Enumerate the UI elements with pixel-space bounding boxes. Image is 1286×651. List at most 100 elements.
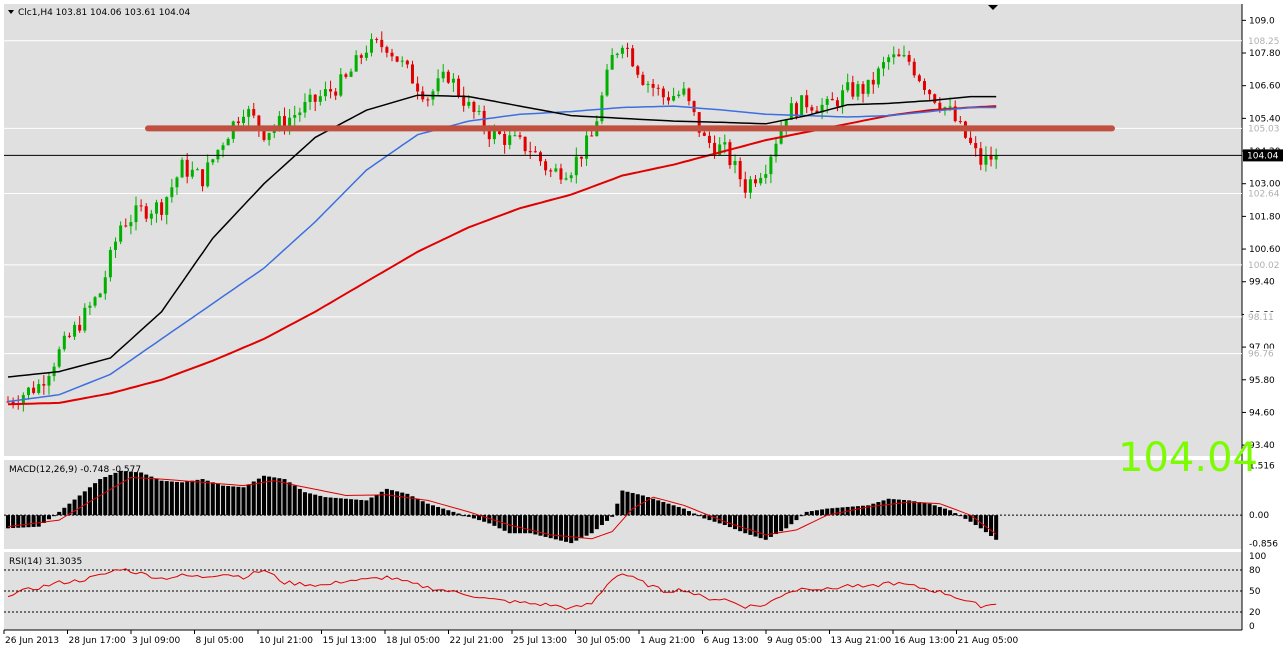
time-axis-label: 18 Jul 05:00 [386,636,440,646]
macd-bar [620,490,625,516]
macd-bar [768,515,773,537]
macd-bar [410,496,415,516]
ma-black-line [7,94,997,378]
macd-bar [395,491,400,516]
macd-bar [820,509,825,516]
candle-body [656,87,660,89]
macd-bar [461,515,466,517]
macd-bar [11,515,16,529]
macd-bar [195,479,200,516]
time-axis-label: 15 Jul 13:00 [323,636,377,646]
chart-shift-marker-icon [988,5,998,10]
candle-body [677,94,681,96]
candle-body [175,177,179,188]
macd-bar [758,515,763,539]
macd-bar [989,515,994,536]
macd-bar [840,507,845,516]
time-axis-label: 6 Aug 13:00 [704,636,759,646]
big-price-label: 104.04 [1118,435,1258,481]
candle-body [211,159,215,163]
price-tick-label: 106.60 [1249,82,1281,92]
menu-arrow-icon[interactable] [8,10,14,14]
macd-bar [584,515,589,536]
time-axis-label: 10 Jul 21:00 [259,636,313,646]
candle-body [47,376,51,386]
macd-bar [6,515,10,529]
macd-bar [400,492,405,516]
candle-body [185,159,189,177]
candle-body [114,241,118,250]
macd-bar [190,480,195,516]
candle-body [139,205,143,207]
candle-body [590,135,594,137]
time-axis-label: 26 Jun 2013 [5,636,59,646]
candle-body [912,61,916,76]
price-tick-label: 94.60 [1249,408,1275,418]
macd-bar [210,482,215,516]
candle-body [830,98,834,101]
macd-bar [466,515,471,517]
candle-body [180,159,184,178]
macd-bar [482,515,487,522]
candle-body [692,101,696,113]
macd-bar [794,515,799,521]
macd-bar [405,493,410,516]
candle-body [559,168,563,180]
level-tag-label: 108.25 [1248,37,1280,47]
macd-bar [287,482,292,516]
candle-body [743,179,747,193]
candle-body [789,103,793,120]
candle-body [242,116,246,124]
candle-body [523,136,527,152]
candle-body [395,56,399,62]
candle-body [769,156,773,175]
macd-bar [886,498,891,516]
candle-body [508,135,512,145]
level-tag-label: 96.76 [1248,350,1274,360]
macd-bar [625,491,630,516]
axes-layer: 109.0107.80106.60105.40104.20103.00101.8… [3,16,1283,646]
candle-body [477,110,481,112]
macd-bar [318,495,323,516]
time-axis-label: 16 Aug 13:00 [894,636,955,646]
candle-body [897,54,901,57]
time-axis-label: 25 Jul 13:00 [513,636,567,646]
candle-body [375,39,379,41]
macd-bar [379,491,384,516]
candle-body [503,133,507,145]
rsi-tick-label: 80 [1249,566,1261,576]
rsi-tick-label: 100 [1249,552,1266,562]
macd-bar [830,508,835,516]
price-tick-label: 99.40 [1249,278,1275,288]
macd-bar [917,502,922,516]
candle-body [779,127,783,144]
candle-body [354,55,358,72]
macd-bar [277,478,282,516]
macd-bar [77,495,82,516]
candle-body [569,175,573,179]
candle-body [672,95,676,101]
macd-bar [241,487,246,516]
candle-body [288,117,292,129]
macd-bar [52,515,57,517]
macd-bar [246,484,251,516]
macd-bar [548,515,553,539]
candle-body [702,132,706,136]
candle-body [436,78,440,92]
macd-bar [553,515,558,540]
macd-bar [635,494,640,516]
macd-bar [743,515,748,534]
candle-body [170,187,174,198]
macd-bar [169,481,174,516]
macd-bar [267,476,272,516]
macd-bar [528,515,533,534]
candle-body [917,75,921,82]
rsi-layer [4,568,1242,613]
macd-bar [855,506,860,516]
price-tick-label: 100.60 [1249,245,1281,255]
candle-body [979,148,983,165]
macd-bar [16,515,21,528]
candle-body [206,162,210,187]
macd-bar [891,499,896,516]
rsi-plot-area [4,552,1242,630]
